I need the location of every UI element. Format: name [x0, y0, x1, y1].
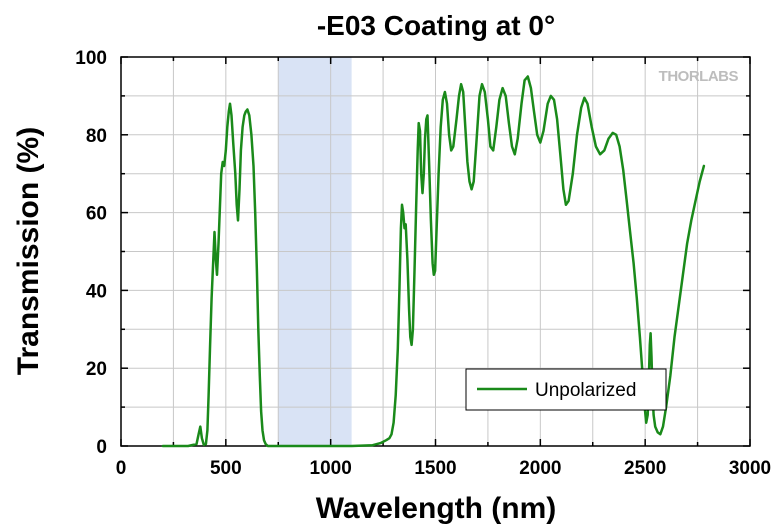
- x-axis-label: Wavelength (nm): [316, 492, 557, 525]
- y-tick-label: 0: [96, 437, 107, 458]
- legend: Unpolarized: [465, 368, 667, 411]
- x-tick-label: 2500: [624, 458, 666, 479]
- x-tick-label: 1500: [414, 458, 456, 479]
- grid-lines: [121, 57, 750, 446]
- y-tick-label: 60: [86, 204, 107, 225]
- x-tick-label: 1000: [310, 458, 352, 479]
- thorlabs-logo: THORLABS: [659, 68, 739, 85]
- x-tick-label: 2000: [519, 458, 561, 479]
- x-tick-label: 3000: [729, 458, 771, 479]
- y-tick-label: 100: [75, 48, 107, 69]
- y-tick-label: 80: [86, 126, 107, 147]
- series-line-unpolarized: [161, 75, 706, 448]
- x-tick-label: 0: [116, 458, 127, 479]
- axis-ticks: [120, 56, 751, 447]
- x-tick-label: 500: [210, 458, 242, 479]
- chart-title: -E03 Coating at 0°: [317, 10, 555, 41]
- x-tick-labels: 0 500 1000 1500 2000 2500 3000: [116, 458, 771, 479]
- y-tick-label: 40: [86, 281, 107, 302]
- y-axis-label: Transmission (%): [12, 127, 45, 375]
- y-tick-labels: 0 20 40 60 80 100: [75, 48, 107, 458]
- y-tick-label: 20: [86, 359, 107, 380]
- legend-label-unpolarized: Unpolarized: [535, 380, 636, 401]
